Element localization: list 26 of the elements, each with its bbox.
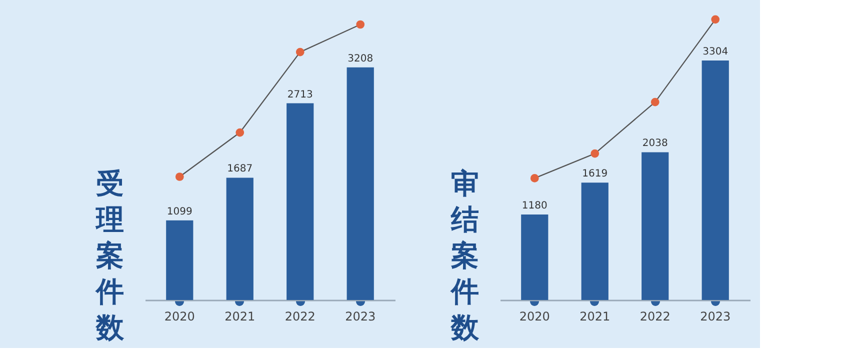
data-label: 1099 bbox=[166, 206, 192, 218]
x-tick-label: 2020 bbox=[519, 310, 550, 324]
point bbox=[356, 20, 365, 29]
x-tick-label: 2021 bbox=[580, 310, 610, 324]
data-label: 1687 bbox=[227, 164, 253, 175]
point bbox=[236, 128, 244, 137]
data-label: 3208 bbox=[348, 53, 374, 64]
x-tick-label: 2021 bbox=[224, 310, 256, 324]
x-tick-label: 2020 bbox=[164, 310, 195, 324]
data-label: 3304 bbox=[702, 46, 728, 58]
x-tick-label: 2022 bbox=[640, 310, 670, 324]
x-tick-label: 2023 bbox=[700, 310, 731, 324]
data-label: 1180 bbox=[522, 200, 548, 212]
x-tick-label: 2022 bbox=[284, 310, 316, 324]
data-label: 1619 bbox=[582, 168, 608, 180]
point bbox=[175, 172, 184, 181]
data-label: 2713 bbox=[287, 89, 313, 100]
point bbox=[590, 149, 600, 158]
point bbox=[530, 174, 539, 182]
x-tick-label: 2023 bbox=[345, 310, 376, 324]
point bbox=[711, 15, 720, 24]
point bbox=[296, 48, 304, 56]
text: 受理案件数 bbox=[95, 167, 125, 344]
text: 审结案件数 bbox=[450, 167, 480, 344]
point bbox=[650, 98, 660, 106]
data-label: 2038 bbox=[642, 138, 668, 150]
